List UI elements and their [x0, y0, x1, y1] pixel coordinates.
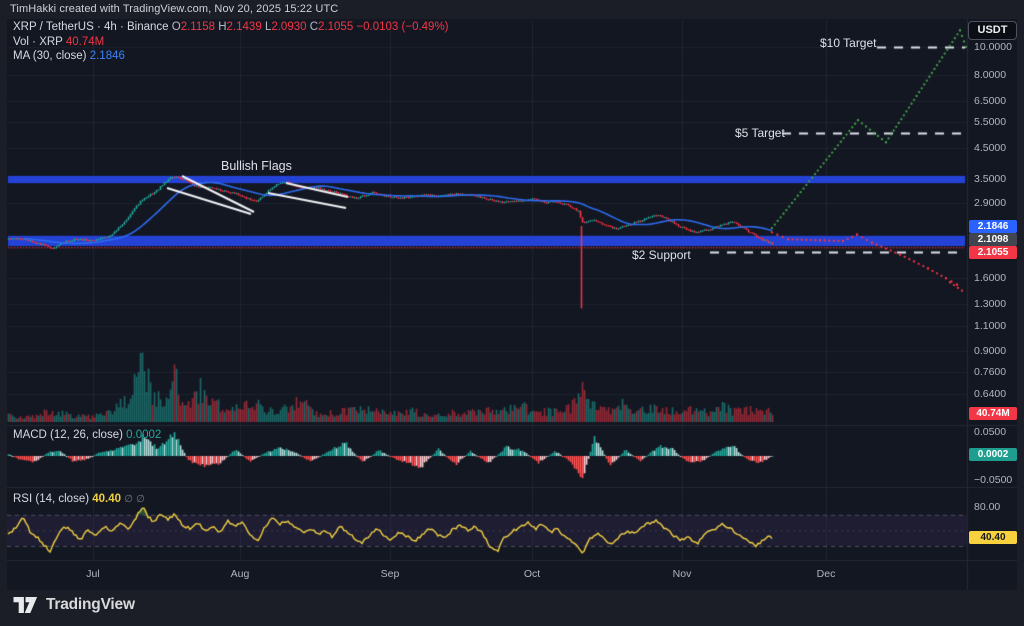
ohlc-low-value: 2.0930 [271, 21, 307, 33]
symbol-title: XRP / TetherUS · 4h · Binance [13, 21, 169, 33]
tradingview-logo-text: TradingView [46, 596, 135, 613]
rsi-label: RSI (14, close) [13, 493, 90, 505]
rsi-tick-label: 80.00 [974, 501, 1001, 513]
rsi-value: 40.40 [92, 493, 122, 505]
time-tick-label: Nov [672, 568, 692, 580]
time-tick-label: Aug [230, 568, 250, 580]
macd-label: MACD (12, 26, close) [13, 429, 123, 441]
time-tick-label: Oct [523, 568, 541, 580]
price-tick-label: 1.6000 [974, 272, 1007, 285]
price-badge: 2.1055 [969, 246, 1017, 259]
price-tick-label: 5.5000 [974, 116, 1007, 129]
price-tick-label: 0.7600 [974, 366, 1007, 379]
currency-toggle-button[interactable]: USDT [968, 21, 1017, 40]
time-tick-label: Jul [86, 568, 100, 580]
bullish-flags-annotation: Bullish Flags [221, 159, 292, 173]
price-badge: 2.1846 [969, 220, 1017, 233]
volume-value: 40.74M [65, 36, 105, 48]
price-badge: 0.0002 [969, 448, 1017, 461]
ma-label: MA (30, close) [13, 50, 87, 62]
price-badge: 40.40 [969, 531, 1017, 544]
price-tick-label: 10.0000 [974, 41, 1012, 53]
price-tick-label: 0.6400 [974, 387, 1007, 400]
price-badge: 2.1098 [969, 233, 1017, 246]
volume-label: Vol · XRP [13, 36, 63, 48]
price-tick-label: 2.9000 [974, 197, 1007, 210]
support-2-annotation: $2 Support [632, 248, 691, 262]
time-tick-label: Dec [816, 568, 836, 580]
ohlc-low-label: L [264, 21, 272, 33]
price-tick-label: 3.5000 [974, 173, 1007, 186]
macd-tick-label: −0.0500 [974, 474, 1013, 486]
rsi-hidden-series-icon[interactable]: ∅ [124, 494, 133, 505]
ohlc-open-value: 2.1158 [180, 21, 216, 33]
change-value: −0.0103 (−0.49%) [356, 21, 449, 33]
rsi-hidden-series-icon[interactable]: ∅ [136, 494, 145, 505]
ohlc-high-value: 2.1439 [226, 21, 262, 33]
symbol-legend-row[interactable]: XRP / TetherUS · 4h · Binance O2.1158 H2… [13, 21, 449, 33]
price-tick-label: 0.9000 [974, 344, 1007, 357]
volume-legend-row[interactable]: Vol · XRP 40.74M [13, 36, 104, 48]
ohlc-close-label: C [309, 21, 319, 33]
target-10-annotation: $10 Target [820, 36, 877, 50]
price-chart-canvas[interactable] [7, 19, 1017, 590]
price-tick-label: 1.1000 [974, 319, 1007, 332]
macd-tick-label: 0.0500 [974, 426, 1007, 438]
ma-legend-row[interactable]: MA (30, close) 2.1846 [13, 50, 125, 62]
macd-legend-row[interactable]: MACD (12, 26, close) 0.0002 [13, 429, 161, 441]
ohlc-high-label: H [218, 21, 227, 33]
ma-value: 2.1846 [89, 50, 125, 62]
price-tick-label: 4.5000 [974, 141, 1007, 154]
macd-value: 0.0002 [126, 429, 162, 441]
time-tick-label: Sep [380, 568, 400, 580]
target-5-annotation: $5 Target [735, 126, 785, 140]
price-tick-label: 8.0000 [974, 69, 1007, 82]
tradingview-logo-icon [13, 597, 38, 613]
price-tick-label: 1.3000 [974, 298, 1007, 311]
price-badge: 40.74M [969, 407, 1017, 420]
ohlc-open-label: O [171, 21, 181, 33]
price-tick-label: 6.5000 [974, 95, 1007, 108]
rsi-legend-row[interactable]: RSI (14, close) 40.40 ∅ ∅ [13, 493, 145, 505]
tradingview-branding[interactable]: TradingView [12, 596, 135, 614]
ohlc-close-value: 2.1055 [318, 21, 354, 33]
attribution-text: TimHakki created with TradingView.com, N… [10, 3, 339, 15]
